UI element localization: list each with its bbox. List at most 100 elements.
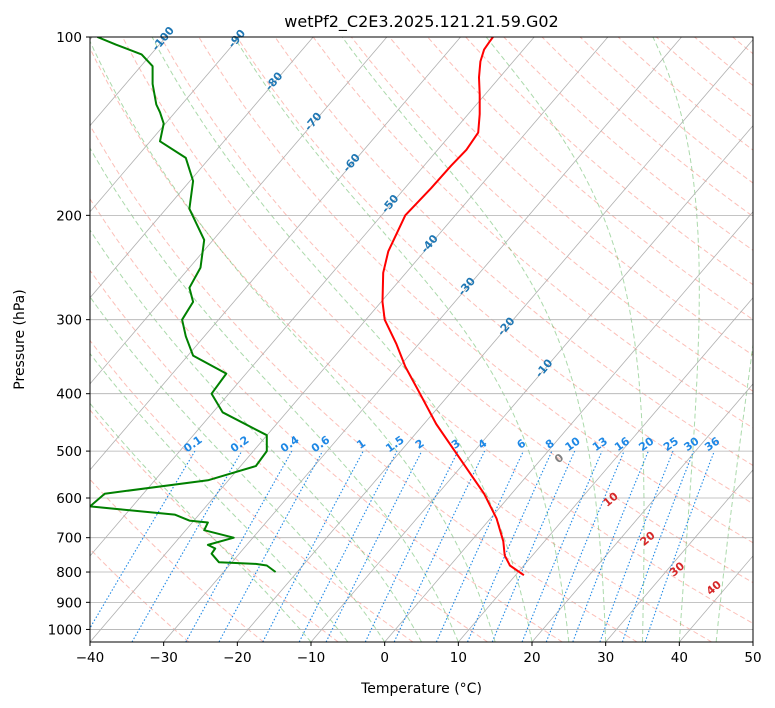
dry-adiabat [465, 37, 753, 286]
y-tick-label: 200 [56, 208, 82, 224]
mixing-ratio-line [218, 450, 324, 642]
mixing-ratio-label: 2 [413, 437, 427, 452]
y-tick-label: 700 [56, 531, 82, 547]
mixing-ratio-line [644, 450, 715, 642]
y-tick-label: 1000 [48, 622, 82, 638]
plot-background [90, 37, 775, 642]
moist-adiabat [233, 37, 570, 642]
y-axis-label: Pressure (hPa) [12, 289, 28, 389]
isotherm-line [90, 37, 240, 213]
mixing-ratio-line [599, 450, 674, 642]
isotherm-line [90, 37, 314, 299]
dry-adiabat [90, 197, 563, 642]
dry-adiabat [236, 37, 753, 505]
moist-adiabat [90, 229, 422, 642]
x-tick-label: 20 [523, 650, 540, 666]
x-tick-label: 40 [671, 650, 688, 666]
moist-adiabat [341, 37, 607, 642]
x-axis: −40 −30 −20 −10 0 10 20 30 40 50 [76, 642, 762, 666]
isotherm-line [90, 37, 609, 642]
dry-adiabat [771, 37, 775, 642]
mixing-ratio-label: 4 [476, 437, 490, 452]
x-tick-label: −10 [297, 650, 326, 666]
x-axis-label: Temperature (°C) [360, 681, 482, 697]
mixing-ratio-label: 0.1 [181, 433, 204, 455]
dry-adiabat [503, 37, 753, 251]
dry-adiabat [122, 37, 753, 624]
mixing-ratio-line [262, 450, 364, 642]
mixing-ratio-label: 0.6 [309, 433, 333, 455]
x-tick-label: 50 [744, 650, 761, 666]
mixing-ratio-line [364, 450, 459, 642]
mixing-ratio-line [572, 450, 649, 642]
moist-adiabat [90, 352, 349, 642]
mixing-ratio-line [393, 450, 486, 642]
isotherm-line [90, 37, 388, 385]
mixing-ratio-line [521, 450, 603, 642]
dry-adiabat [90, 124, 638, 642]
isotherm-line [163, 37, 682, 642]
mixing-ratio-line [298, 450, 398, 642]
theta-e-label: 10 [601, 489, 621, 509]
dry-adiabat [541, 37, 753, 218]
x-tick-label: 0 [380, 650, 389, 666]
moist-adiabat [151, 37, 533, 642]
y-axis: 100 200 300 400 500 600 700 800 900 1000 [48, 30, 90, 638]
moist-adiabat [652, 37, 700, 642]
mixing-ratio-label: 3 [449, 437, 463, 452]
y-tick-label: 800 [56, 565, 82, 581]
theta-e-label: 0 [552, 451, 566, 466]
mixing-ratio-line [466, 450, 553, 642]
x-tick-label: −20 [223, 650, 252, 666]
mixing-ratio-line [131, 450, 243, 642]
mixing-ratio-line [325, 450, 423, 642]
theta-e-label: 40 [704, 578, 724, 598]
dry-adiabat [655, 37, 753, 119]
dry-adiabat [90, 269, 488, 642]
isotherm-line [310, 125, 753, 642]
moist-adiabat [485, 37, 645, 642]
mixing-ratio-label: 8 [543, 437, 557, 452]
mixing-ratio-line [621, 450, 695, 642]
isotherm-line [531, 383, 753, 642]
isotherm-line [90, 37, 535, 557]
mixing-ratio-label: 1.5 [383, 433, 406, 455]
mixing-ratio-line [435, 450, 524, 642]
mixing-ratio-line [545, 450, 625, 642]
x-tick-label: 10 [450, 650, 467, 666]
isotherm-line [458, 297, 753, 642]
isotherm-line [679, 555, 753, 642]
isotherm-line [752, 641, 753, 642]
dry-adiabat [90, 409, 339, 642]
x-tick-label: −30 [149, 650, 178, 666]
temperature-profile [381, 37, 525, 577]
moist-adiabat [90, 402, 312, 642]
y-tick-label: 300 [56, 313, 82, 329]
dry-adiabat [312, 37, 753, 429]
y-tick-label: 600 [56, 491, 82, 507]
y-tick-label: 400 [56, 387, 82, 403]
mixing-ratio-line [491, 450, 576, 642]
mixing-ratio-line [185, 450, 293, 642]
y-tick-label: 900 [56, 595, 82, 611]
dry-adiabat [694, 37, 753, 87]
isotherm-line [90, 37, 461, 471]
chart-title: wetPf2_C2E3.2025.121.21.59.G02 [284, 12, 558, 32]
moist-adiabat [90, 147, 459, 642]
x-tick-label: 30 [597, 650, 614, 666]
mixing-ratio-label: 0.4 [278, 433, 302, 455]
dry-adiabat [389, 37, 753, 356]
theta-e-label: 20 [638, 529, 658, 549]
dry-adiabat [350, 37, 753, 392]
isotherm-label: -100 [149, 24, 177, 54]
plot-lines [90, 37, 525, 577]
moist-adiabat [715, 341, 753, 642]
moist-adiabat [90, 296, 386, 642]
mixing-ratio-line [90, 450, 196, 630]
dry-adiabat [274, 37, 753, 467]
dry-adiabat [198, 37, 753, 544]
moist-adiabat [90, 40, 496, 642]
isotherm-line [384, 211, 753, 642]
plot-frame [89, 36, 754, 643]
